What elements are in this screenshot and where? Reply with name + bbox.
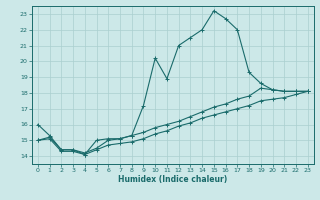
X-axis label: Humidex (Indice chaleur): Humidex (Indice chaleur): [118, 175, 228, 184]
